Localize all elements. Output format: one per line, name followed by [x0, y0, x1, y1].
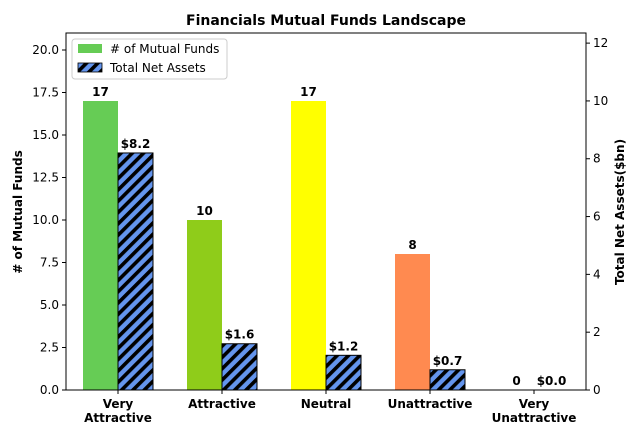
y2-tick-label-1: 2	[593, 325, 601, 339]
legend-swatch-funds	[78, 44, 102, 53]
x-tick-label-0-0: Very	[103, 397, 134, 411]
bar-assets-3	[429, 369, 466, 391]
legend-swatch-assets	[77, 62, 103, 73]
y2-tick-label-4: 8	[593, 152, 601, 166]
data-label-funds-2: 17	[300, 85, 317, 99]
data-label-assets-0: $8.2	[121, 137, 151, 151]
bar-assets-2	[325, 354, 362, 391]
y-tick-label-1: 2.5	[40, 341, 59, 355]
bar-funds-0	[83, 101, 118, 390]
data-label-assets-3: $0.7	[433, 354, 463, 368]
data-label-funds-0: 17	[92, 85, 109, 99]
chart-title: Financials Mutual Funds Landscape	[186, 13, 466, 29]
y2-tick-label-2: 4	[593, 267, 601, 281]
bar-assets-1	[221, 343, 258, 391]
x-tick-label-1-0: Attractive	[188, 397, 256, 411]
bar-funds-1	[187, 220, 222, 390]
y-tick-label-2: 5.0	[40, 298, 59, 312]
y-tick-label-6: 15.0	[32, 128, 59, 142]
y-axis-label: # of Mutual Funds	[11, 150, 25, 273]
y2-tick-label-0: 0	[593, 383, 601, 397]
legend-label-assets: Total Net Assets	[109, 61, 206, 75]
data-label-funds-4: 0	[512, 374, 520, 388]
x-tick-label-4-1: Unattractive	[492, 411, 577, 425]
plot-frame	[65, 32, 587, 391]
legend-box	[71, 38, 228, 80]
x-tick-label-3-0: Unattractive	[388, 397, 473, 411]
bar-funds-2	[291, 101, 326, 390]
y-tick-label-4: 10.0	[32, 213, 59, 227]
data-label-funds-1: 10	[196, 204, 213, 218]
y-tick-label-3: 7.5	[40, 256, 59, 270]
y2-tick-label-5: 10	[593, 94, 608, 108]
y2-tick-label-6: 12	[593, 36, 608, 50]
x-tick-label-4-0: Very	[519, 397, 550, 411]
data-label-funds-3: 8	[408, 238, 416, 252]
y-tick-label-0: 0.0	[40, 383, 59, 397]
legend: # of Mutual Funds Total Net Assets	[71, 38, 228, 80]
data-label-assets-1: $1.6	[225, 328, 255, 342]
legend-label-funds: # of Mutual Funds	[110, 42, 219, 56]
bar-assets-0	[117, 152, 154, 391]
data-label-assets-2: $1.2	[329, 339, 359, 353]
y-tick-label-7: 17.5	[32, 86, 59, 100]
bar-funds-3	[395, 254, 430, 390]
y2-axis-label: Total Net Assets($bn)	[613, 139, 627, 285]
x-tick-label-0-1: Attractive	[84, 411, 152, 425]
plot-area: 17$8.2VeryAttractive10$1.6Attractive17$1…	[32, 32, 608, 425]
y-tick-label-8: 20.0	[32, 43, 59, 57]
y-tick-label-5: 12.5	[32, 171, 59, 185]
data-label-assets-4: $0.0	[537, 374, 567, 388]
y2-tick-label-3: 6	[593, 210, 601, 224]
x-tick-label-2-0: Neutral	[301, 397, 352, 411]
